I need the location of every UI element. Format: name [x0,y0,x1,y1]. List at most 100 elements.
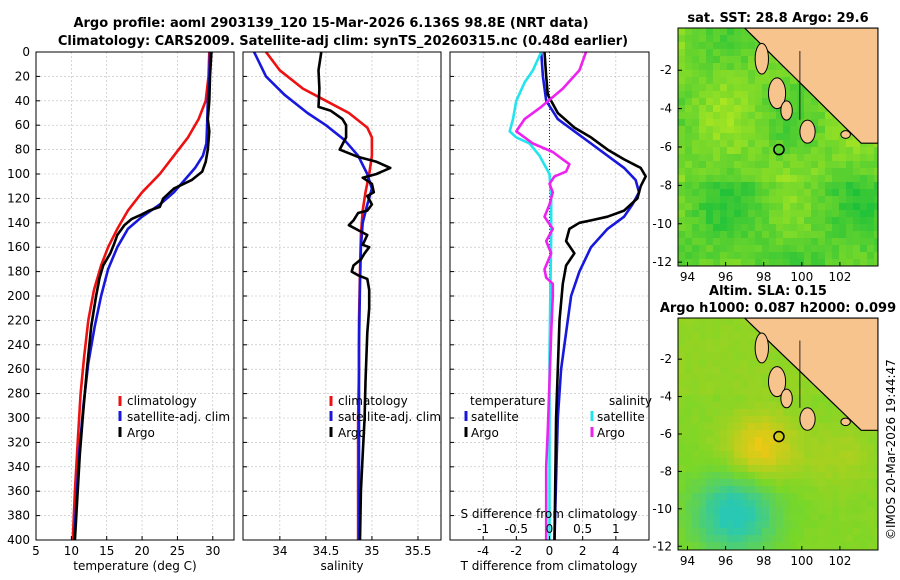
map-cell [867,196,875,204]
map-cell [720,423,728,431]
map-cell [867,528,875,536]
map-cell [748,325,756,333]
map-cell [769,479,777,487]
map-cell [755,154,763,162]
map-cell [839,493,847,501]
map-cell [699,367,707,375]
map-cell [727,105,735,113]
argo-position-marker [773,143,785,156]
map-cell [832,521,840,529]
map-cell [846,528,854,536]
map-cell [727,91,735,99]
map-cell [818,147,826,155]
map-cell [727,217,735,225]
map-cell [748,140,756,148]
x-tick-label: 10 [64,544,79,558]
map-cell [825,140,833,148]
map-cell [678,70,686,78]
map-cell [846,231,854,239]
map-cell [727,245,735,253]
map-cell [755,140,763,148]
map-cell [832,175,840,183]
map-cell [734,339,742,347]
legend-climatology: climatology [127,394,197,408]
map-cell [825,203,833,211]
map-cell [685,409,693,417]
map-cell [727,528,735,536]
map-cell [804,245,812,253]
map-cell [741,231,749,239]
map-cell [790,409,798,417]
map-cell [874,259,878,266]
map-cell [734,147,742,155]
map-cell [699,339,707,347]
map-cell [734,437,742,445]
map-cell [727,182,735,190]
map-cell [874,444,878,452]
map-cell [846,472,854,480]
map-cell [748,514,756,522]
map-cell [783,77,791,85]
map-cell [678,189,686,197]
map-cell [790,252,798,260]
map-cell [790,493,798,501]
map-cell [685,430,693,438]
map-cell [748,154,756,162]
map-cell [811,472,819,480]
map-cell [678,49,686,57]
map-cell [692,430,700,438]
map-cell [783,245,791,253]
map-cell [832,507,840,515]
map-cell [825,535,833,543]
legend-argo: Argo [338,426,366,440]
map-cell [790,112,798,120]
map-cell [713,105,721,113]
map-cell [804,542,812,550]
map-cell [748,77,756,85]
map-cell [797,542,805,550]
map-cell [790,374,798,382]
map-cell [811,507,819,515]
map-cell [727,402,735,410]
sla-map-title-1: Altim. SLA: 0.15 [709,284,827,299]
map-cell [755,479,763,487]
map-cell [839,507,847,515]
map-cell [762,252,770,260]
map-cell [713,402,721,410]
map-cell [748,402,756,410]
map-cell [748,259,756,266]
map-cell [741,84,749,92]
map-cell [867,514,875,522]
map-cell [867,479,875,487]
map-cell [678,458,686,466]
map-cell [720,161,728,169]
map-cell [769,451,777,459]
map-cell [685,465,693,473]
map-cell [727,430,735,438]
map-cell [699,91,707,99]
map-cell [846,542,854,550]
map-cell [832,245,840,253]
map-cell [727,353,735,361]
map-cell [867,444,875,452]
map-cell [755,507,763,515]
x-tick-label: 4 [612,544,620,558]
map-cell [790,133,798,141]
map-cell [853,154,861,162]
map-cell [755,203,763,211]
map-cell [678,528,686,536]
map-cell [748,521,756,529]
map-cell [720,318,728,326]
map-cell [748,542,756,550]
map-cell [783,486,791,494]
map-cell [727,154,735,162]
map-cell [692,521,700,529]
map-cell [867,535,875,543]
map-cell [860,175,868,183]
map-cell [692,500,700,508]
map-cell [720,402,728,410]
map-cell [692,189,700,197]
map-cell [790,437,798,445]
map-cell [699,332,707,340]
map-cell [839,486,847,494]
